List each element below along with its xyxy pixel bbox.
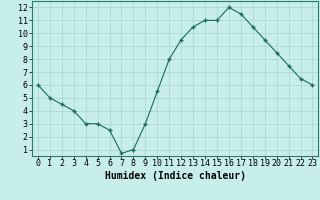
X-axis label: Humidex (Indice chaleur): Humidex (Indice chaleur) (105, 171, 246, 181)
